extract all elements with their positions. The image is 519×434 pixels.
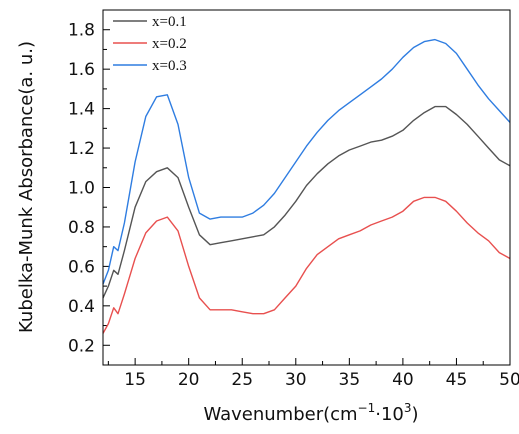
- y-tick-label: 1.4: [68, 100, 95, 120]
- y-tick-label: 0.2: [68, 336, 95, 356]
- x-axis-title-sup1: −1: [358, 401, 376, 415]
- series-line-3: [102, 38, 511, 285]
- x-axis-title-main: Wavenumber(cm: [203, 404, 357, 425]
- x-axis-title-mid: ·10: [375, 404, 404, 425]
- y-tick-label: 1.0: [68, 179, 95, 199]
- x-tick-label: 20: [178, 370, 200, 390]
- x-axis-title-end: ): [412, 404, 419, 425]
- y-tick-label: 0.6: [68, 257, 95, 277]
- series-line-1: [102, 105, 511, 299]
- legend-label: x=0.2: [152, 36, 187, 52]
- x-axis-title: Wavenumber(cm−1·103): [203, 401, 418, 425]
- y-tick-label: 1.6: [68, 60, 95, 80]
- y-tick-label: 0.4: [68, 297, 95, 317]
- legend-label: x=0.3: [152, 58, 187, 74]
- x-tick-label: 15: [124, 370, 146, 390]
- y-axis-title: Kubelka-Munk Absorbance(a. u.): [16, 41, 37, 333]
- x-tick-label: 50: [499, 370, 519, 390]
- legend-label: x=0.1: [152, 14, 187, 30]
- y-tick-label: 1.8: [68, 21, 95, 41]
- x-tick-label: 35: [339, 370, 361, 390]
- x-axis-title-sup2: 3: [404, 401, 412, 415]
- plot-frame: [102, 9, 511, 366]
- y-tick-label: 0.8: [68, 218, 95, 238]
- x-tick-label: 40: [392, 370, 414, 390]
- x-tick-label: 25: [231, 370, 253, 390]
- y-tick-label: 1.2: [68, 139, 95, 159]
- x-tick-label: 30: [285, 370, 307, 390]
- series-line-2: [102, 196, 511, 334]
- x-tick-label: 45: [446, 370, 468, 390]
